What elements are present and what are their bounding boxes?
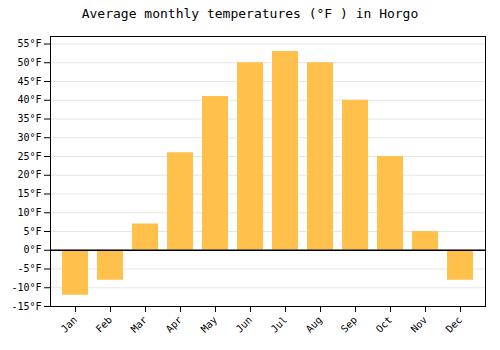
- svg-text:Sep: Sep: [339, 314, 360, 335]
- svg-text:May: May: [199, 314, 220, 335]
- svg-text:Jun: Jun: [234, 314, 255, 335]
- svg-text:Dec: Dec: [444, 314, 465, 335]
- svg-text:40°F: 40°F: [17, 94, 41, 105]
- svg-text:Mar: Mar: [129, 314, 150, 335]
- svg-text:25°F: 25°F: [17, 151, 41, 162]
- svg-text:Nov: Nov: [409, 314, 430, 335]
- svg-text:Apr: Apr: [164, 314, 185, 335]
- svg-text:5°F: 5°F: [23, 226, 41, 237]
- svg-text:Oct: Oct: [374, 314, 395, 335]
- svg-text:Feb: Feb: [94, 314, 115, 335]
- svg-text:Aug: Aug: [304, 314, 325, 335]
- svg-text:-10°F: -10°F: [11, 282, 41, 293]
- svg-text:55°F: 55°F: [17, 38, 41, 49]
- svg-text:35°F: 35°F: [17, 113, 41, 124]
- svg-text:45°F: 45°F: [17, 76, 41, 87]
- svg-text:15°F: 15°F: [17, 188, 41, 199]
- html-text:Average monthly temperatures (: Average monthly temperatures (°F ) in Ho…: [81, 6, 419, 21]
- svg-text:Jan: Jan: [59, 314, 80, 335]
- svg-text:-5°F: -5°F: [17, 263, 41, 274]
- svg-text:-15°F: -15°F: [11, 301, 41, 312]
- svg-text:20°F: 20°F: [17, 169, 41, 180]
- svg-text:0°F: 0°F: [23, 244, 41, 255]
- svg-text:50°F: 50°F: [17, 57, 41, 68]
- svg-text:30°F: 30°F: [17, 132, 41, 143]
- svg-text:Jul: Jul: [269, 314, 290, 335]
- svg-text:10°F: 10°F: [17, 207, 41, 218]
